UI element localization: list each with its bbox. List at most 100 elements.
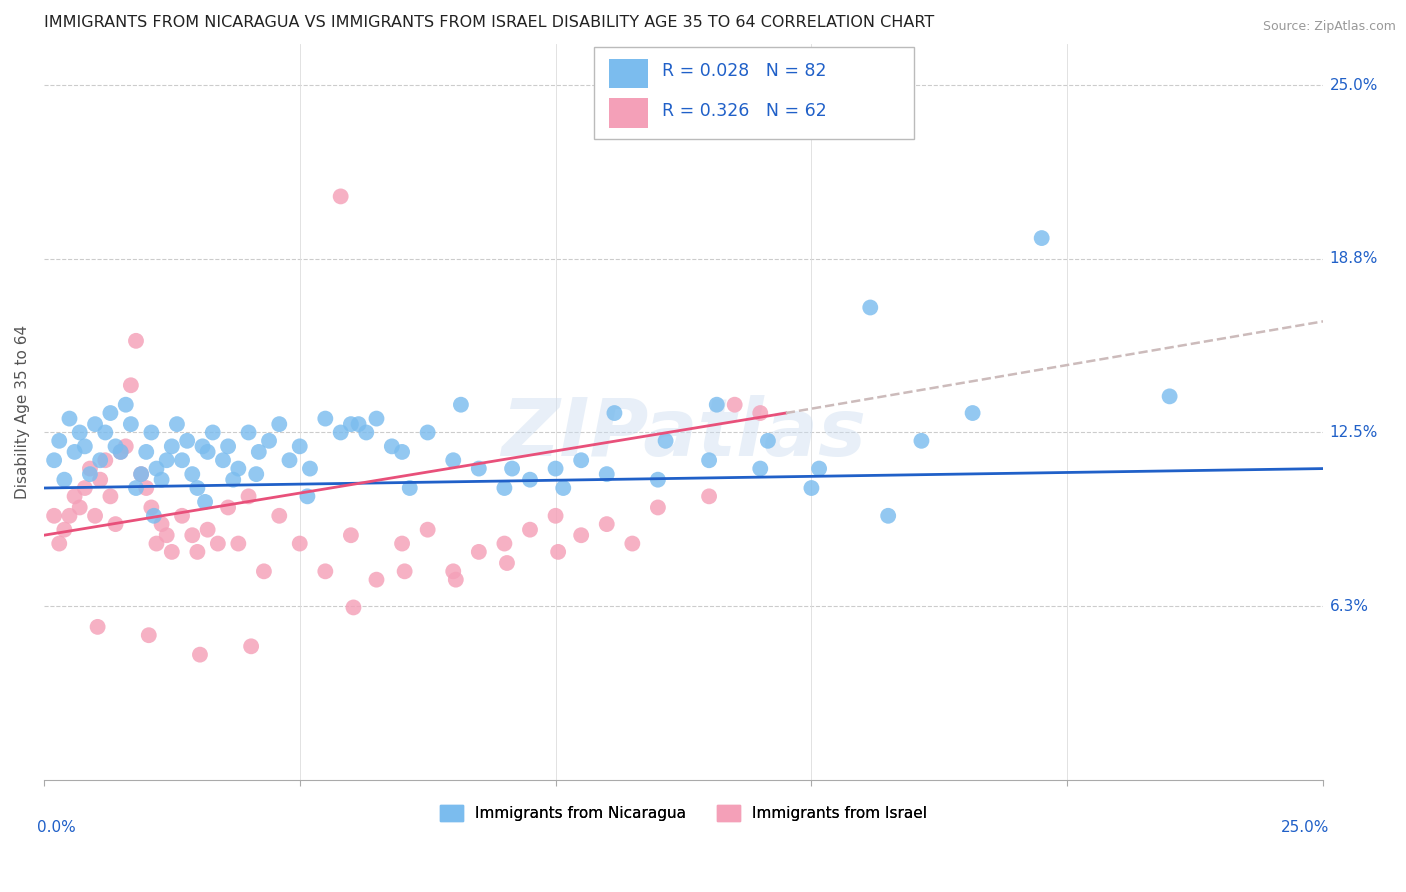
Point bbox=[69, 425, 91, 440]
Point bbox=[160, 545, 183, 559]
Point bbox=[340, 528, 363, 542]
Point bbox=[596, 467, 619, 482]
Point bbox=[342, 600, 364, 615]
Point bbox=[269, 417, 291, 431]
Point bbox=[145, 461, 167, 475]
Point bbox=[197, 523, 219, 537]
Point bbox=[553, 481, 575, 495]
Point bbox=[245, 467, 267, 482]
Point bbox=[207, 536, 229, 550]
Text: 18.8%: 18.8% bbox=[1330, 252, 1378, 267]
Point bbox=[329, 189, 352, 203]
Point bbox=[228, 536, 250, 550]
Point bbox=[138, 628, 160, 642]
Legend: Immigrants from Nicaragua, Immigrants from Israel: Immigrants from Nicaragua, Immigrants fr… bbox=[434, 799, 934, 827]
Point bbox=[201, 425, 224, 440]
Point bbox=[166, 417, 188, 431]
Point bbox=[217, 439, 239, 453]
Point bbox=[89, 473, 111, 487]
Point bbox=[150, 473, 173, 487]
Point bbox=[141, 500, 163, 515]
Point bbox=[416, 523, 439, 537]
Point bbox=[444, 573, 467, 587]
Point bbox=[212, 453, 235, 467]
Point bbox=[42, 453, 65, 467]
Point bbox=[647, 500, 669, 515]
Point bbox=[104, 439, 127, 453]
FancyBboxPatch shape bbox=[609, 98, 648, 128]
Point bbox=[859, 301, 882, 315]
Text: 25.0%: 25.0% bbox=[1281, 820, 1330, 835]
Text: 6.3%: 6.3% bbox=[1330, 599, 1368, 614]
Point bbox=[114, 398, 136, 412]
Point bbox=[800, 481, 823, 495]
Point bbox=[724, 398, 747, 412]
Point bbox=[58, 411, 80, 425]
Point bbox=[228, 461, 250, 475]
Point bbox=[340, 417, 363, 431]
Point bbox=[962, 406, 984, 420]
Point bbox=[94, 453, 117, 467]
Point bbox=[398, 481, 420, 495]
Point bbox=[253, 565, 276, 579]
Point bbox=[247, 445, 270, 459]
Point bbox=[808, 461, 831, 475]
Point bbox=[188, 648, 211, 662]
Point bbox=[156, 453, 179, 467]
Point bbox=[186, 545, 208, 559]
Point bbox=[160, 439, 183, 453]
Point bbox=[73, 439, 96, 453]
Point bbox=[86, 620, 108, 634]
Point bbox=[89, 453, 111, 467]
Point bbox=[48, 536, 70, 550]
Point bbox=[191, 439, 214, 453]
Point bbox=[238, 425, 260, 440]
Point bbox=[366, 411, 388, 425]
Point bbox=[142, 508, 165, 523]
Point bbox=[297, 489, 319, 503]
Point bbox=[197, 445, 219, 459]
Point bbox=[186, 481, 208, 495]
Text: ZIPatlas: ZIPatlas bbox=[501, 395, 866, 473]
Point bbox=[441, 565, 464, 579]
Point bbox=[1031, 231, 1053, 245]
FancyBboxPatch shape bbox=[609, 59, 648, 88]
Point bbox=[697, 453, 720, 467]
Point bbox=[519, 473, 541, 487]
Point bbox=[569, 528, 592, 542]
Point bbox=[391, 536, 413, 550]
Point bbox=[150, 517, 173, 532]
Point bbox=[749, 461, 772, 475]
Text: 0.0%: 0.0% bbox=[38, 820, 76, 835]
Point bbox=[496, 556, 519, 570]
Point bbox=[354, 425, 377, 440]
Point bbox=[129, 467, 152, 482]
Point bbox=[697, 489, 720, 503]
Point bbox=[278, 453, 301, 467]
Point bbox=[240, 640, 263, 654]
Point bbox=[125, 481, 148, 495]
Point bbox=[69, 500, 91, 515]
Text: Source: ZipAtlas.com: Source: ZipAtlas.com bbox=[1263, 20, 1396, 33]
Point bbox=[135, 445, 157, 459]
Text: IMMIGRANTS FROM NICARAGUA VS IMMIGRANTS FROM ISRAEL DISABILITY AGE 35 TO 64 CORR: IMMIGRANTS FROM NICARAGUA VS IMMIGRANTS … bbox=[44, 15, 934, 30]
Point bbox=[120, 417, 142, 431]
Point bbox=[381, 439, 404, 453]
Point bbox=[48, 434, 70, 448]
Point bbox=[603, 406, 626, 420]
Point bbox=[170, 453, 193, 467]
Point bbox=[63, 489, 86, 503]
Point bbox=[170, 508, 193, 523]
Point bbox=[145, 536, 167, 550]
Point bbox=[391, 445, 413, 459]
Point bbox=[450, 398, 472, 412]
Point bbox=[910, 434, 932, 448]
Point bbox=[416, 425, 439, 440]
Point bbox=[125, 334, 148, 348]
Point bbox=[569, 453, 592, 467]
Point bbox=[110, 445, 132, 459]
Point bbox=[366, 573, 388, 587]
Point bbox=[468, 461, 491, 475]
Point bbox=[329, 425, 352, 440]
Point bbox=[58, 508, 80, 523]
